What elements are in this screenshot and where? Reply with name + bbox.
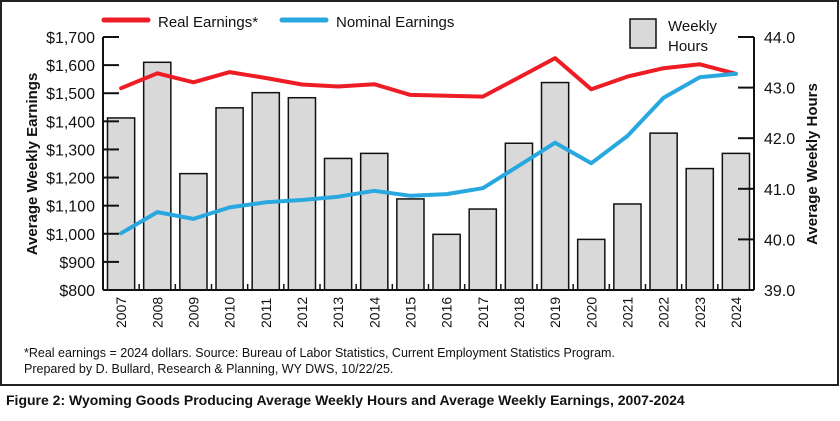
y-right-tick-label: 43.0 — [764, 81, 795, 98]
y-left-tick-label: $1,600 — [46, 58, 95, 75]
bar-2021 — [614, 204, 641, 290]
y-right-tick-label: 39.0 — [764, 283, 795, 300]
figure-caption: Figure 2: Wyoming Goods Producing Averag… — [6, 392, 685, 408]
x-tick-label: 2022 — [656, 297, 672, 328]
bar-2023 — [686, 169, 713, 290]
legend-hours-label-line1: Weekly — [668, 18, 717, 35]
bar-2022 — [650, 133, 677, 290]
y-left-tick-label: $900 — [59, 255, 95, 272]
bar-2010 — [216, 108, 243, 290]
y-right-tick-label: 44.0 — [764, 30, 795, 47]
x-tick-label: 2023 — [692, 297, 708, 328]
bar-2020 — [578, 239, 605, 290]
y-left-tick-label: $800 — [59, 283, 95, 300]
x-tick-label: 2024 — [728, 297, 744, 328]
x-tick-label: 2014 — [366, 297, 382, 328]
y-left-tick-label: $1,400 — [46, 114, 95, 131]
legend-nominal-label: Nominal Earnings — [336, 14, 454, 31]
bar-2009 — [180, 174, 207, 290]
bar-2008 — [144, 62, 171, 290]
y-right-tick-label: 41.0 — [764, 182, 795, 199]
x-tick-label: 2009 — [185, 297, 201, 328]
x-tick-label: 2020 — [583, 297, 599, 328]
bar-2015 — [397, 199, 424, 290]
bar-2013 — [325, 158, 352, 290]
x-tick-label: 2017 — [475, 297, 491, 328]
x-tick-label: 2010 — [222, 297, 238, 328]
y-left-tick-label: $1,100 — [46, 199, 95, 216]
y-left-tick-label: $1,700 — [46, 30, 95, 47]
footnote-1: *Real earnings = 2024 dollars. Source: B… — [24, 346, 615, 360]
legend-real-label: Real Earnings* — [158, 14, 258, 31]
bar-2016 — [433, 234, 460, 290]
y-left-tick-label: $1,500 — [46, 86, 95, 103]
x-tick-label: 2007 — [113, 297, 129, 328]
bar-2019 — [542, 83, 569, 290]
bar-2017 — [469, 209, 496, 290]
bar-2014 — [361, 153, 388, 290]
x-tick-label: 2008 — [149, 297, 165, 328]
x-tick-label: 2015 — [402, 297, 418, 328]
footnote-2: Prepared by D. Bullard, Research & Plann… — [24, 362, 393, 376]
y-axis-right-title: Average Weekly Hours — [804, 83, 821, 245]
x-tick-label: 2013 — [330, 297, 346, 328]
x-tick-label: 2016 — [439, 297, 455, 328]
x-tick-label: 2018 — [511, 297, 527, 328]
y-left-tick-label: $1,000 — [46, 227, 95, 244]
bar-2024 — [722, 153, 749, 290]
y-left-tick-label: $1,200 — [46, 171, 95, 188]
bar-2011 — [252, 93, 279, 290]
x-tick-label: 2021 — [619, 297, 635, 328]
legend-hours-swatch — [630, 19, 656, 48]
x-tick-label: 2011 — [258, 298, 274, 328]
legend-hours-label-line2: Hours — [668, 38, 708, 55]
y-right-tick-label: 42.0 — [764, 131, 795, 148]
y-right-tick-label: 40.0 — [764, 232, 795, 249]
x-tick-label: 2012 — [294, 297, 310, 328]
x-tick-label: 2019 — [547, 297, 563, 328]
bar-2012 — [288, 98, 315, 290]
y-left-tick-label: $1,300 — [46, 142, 95, 159]
bar-2007 — [108, 118, 135, 290]
y-axis-left-title: Average Weekly Earnings — [24, 73, 41, 256]
